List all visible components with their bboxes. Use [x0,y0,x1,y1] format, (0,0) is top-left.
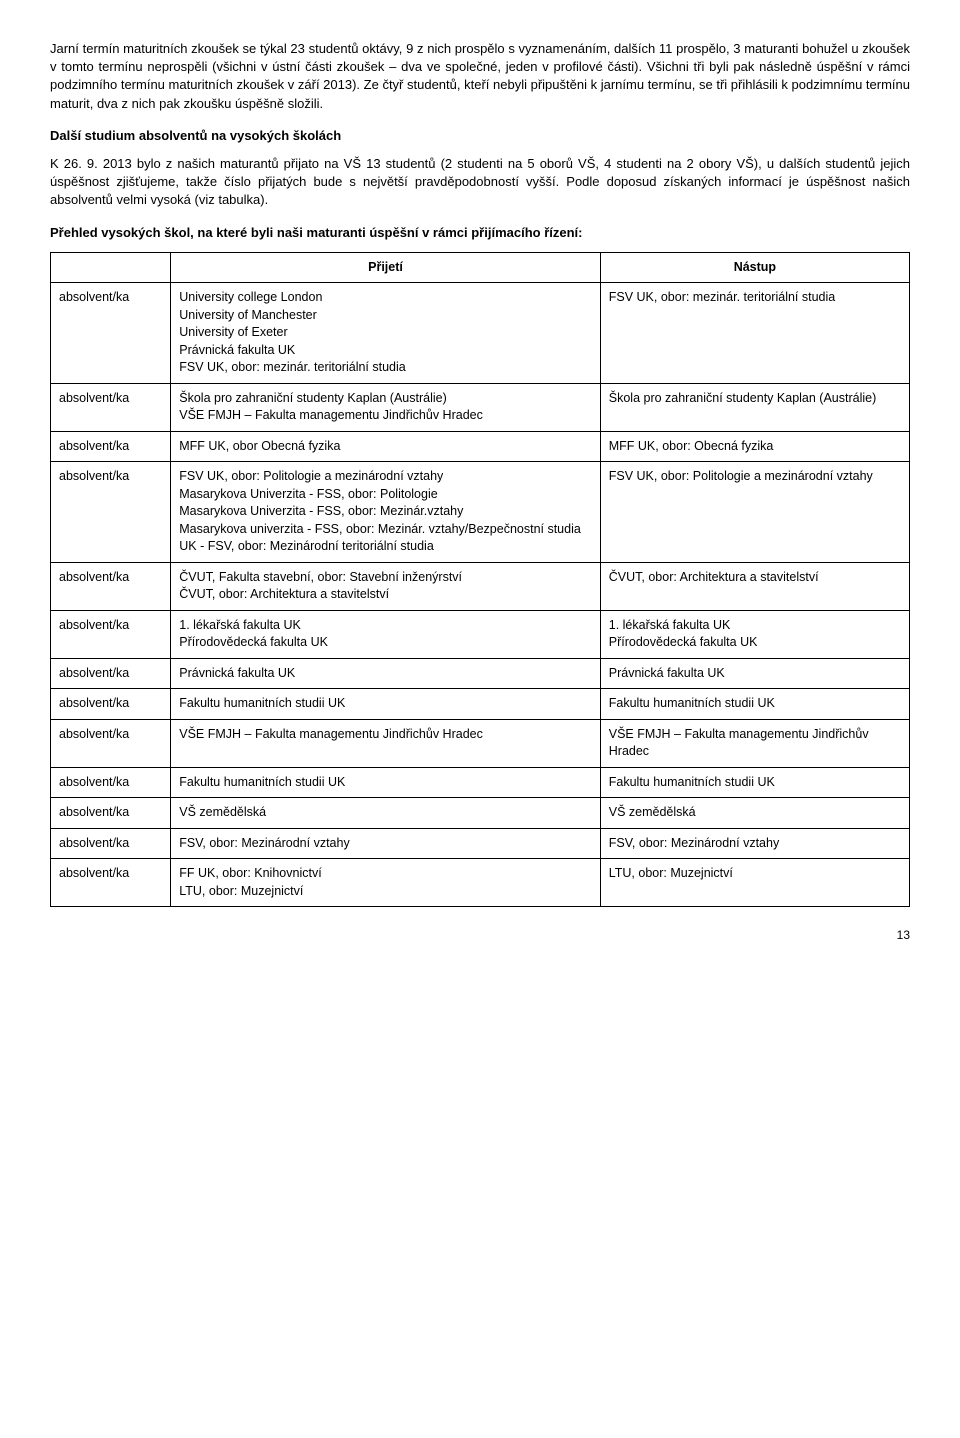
row-accept: VŠ zemědělská [171,798,601,829]
row-start: VŠ zemědělská [600,798,909,829]
row-accept: Právnická fakulta UK [171,658,601,689]
row-label: absolvent/ka [51,283,171,384]
row-label: absolvent/ka [51,859,171,907]
row-accept: Škola pro zahraniční studenty Kaplan (Au… [171,383,601,431]
studies-paragraph: K 26. 9. 2013 bylo z našich maturantů př… [50,155,910,210]
table-row: absolvent/kaČVUT, Fakulta stavební, obor… [51,562,910,610]
row-label: absolvent/ka [51,610,171,658]
table-header-start: Nástup [600,252,909,283]
row-start: MFF UK, obor: Obecná fyzika [600,431,909,462]
table-row: absolvent/kaVŠE FMJH – Fakulta managemen… [51,719,910,767]
table-row: absolvent/kaFF UK, obor: KnihovnictvíLTU… [51,859,910,907]
table-row: absolvent/ka1. lékařská fakulta UKPřírod… [51,610,910,658]
table-header-empty [51,252,171,283]
row-start: Škola pro zahraniční studenty Kaplan (Au… [600,383,909,431]
row-label: absolvent/ka [51,798,171,829]
row-accept: VŠE FMJH – Fakulta managementu Jindřichů… [171,719,601,767]
table-row: absolvent/kaMFF UK, obor Obecná fyzikaMF… [51,431,910,462]
intro-paragraph: Jarní termín maturitních zkoušek se týka… [50,40,910,113]
section-heading-studies: Další studium absolventů na vysokých ško… [50,127,910,145]
table-row: absolvent/kaFSV, obor: Mezinárodní vztah… [51,828,910,859]
row-label: absolvent/ka [51,431,171,462]
row-start: Fakultu humanitních studii UK [600,767,909,798]
row-label: absolvent/ka [51,658,171,689]
row-label: absolvent/ka [51,828,171,859]
row-start: LTU, obor: Muzejnictví [600,859,909,907]
row-label: absolvent/ka [51,562,171,610]
table-row: absolvent/kaFSV UK, obor: Politologie a … [51,462,910,563]
row-start: Fakultu humanitních studii UK [600,689,909,720]
row-label: absolvent/ka [51,383,171,431]
table-row: absolvent/kaFakultu humanitních studii U… [51,689,910,720]
table-row: absolvent/kaVŠ zemědělskáVŠ zemědělská [51,798,910,829]
table-header-accept: Přijetí [171,252,601,283]
page-number: 13 [50,927,910,944]
row-accept: Fakultu humanitních studii UK [171,689,601,720]
row-accept: MFF UK, obor Obecná fyzika [171,431,601,462]
row-accept: University college LondonUniversity of M… [171,283,601,384]
row-label: absolvent/ka [51,462,171,563]
row-label: absolvent/ka [51,689,171,720]
table-row: absolvent/kaUniversity college LondonUni… [51,283,910,384]
row-start: 1. lékařská fakulta UKPřírodovědecká fak… [600,610,909,658]
table-row: absolvent/kaFakultu humanitních studii U… [51,767,910,798]
row-accept: FF UK, obor: KnihovnictvíLTU, obor: Muze… [171,859,601,907]
row-accept: 1. lékařská fakulta UKPřírodovědecká fak… [171,610,601,658]
row-accept: Fakultu humanitních studii UK [171,767,601,798]
table-row: absolvent/kaPrávnická fakulta UKPrávnick… [51,658,910,689]
row-start: ČVUT, obor: Architektura a stavitelství [600,562,909,610]
row-accept: FSV, obor: Mezinárodní vztahy [171,828,601,859]
table-header-row: Přijetí Nástup [51,252,910,283]
row-start: FSV UK, obor: Politologie a mezinárodní … [600,462,909,563]
row-label: absolvent/ka [51,767,171,798]
admissions-table: Přijetí Nástup absolvent/kaUniversity co… [50,252,910,908]
row-start: VŠE FMJH – Fakulta managementu Jindřichů… [600,719,909,767]
row-accept: FSV UK, obor: Politologie a mezinárodní … [171,462,601,563]
table-heading: Přehled vysokých škol, na které byli naš… [50,224,910,242]
row-start: FSV UK, obor: mezinár. teritoriální stud… [600,283,909,384]
table-row: absolvent/kaŠkola pro zahraniční student… [51,383,910,431]
row-accept: ČVUT, Fakulta stavební, obor: Stavební i… [171,562,601,610]
row-start: Právnická fakulta UK [600,658,909,689]
row-label: absolvent/ka [51,719,171,767]
row-start: FSV, obor: Mezinárodní vztahy [600,828,909,859]
